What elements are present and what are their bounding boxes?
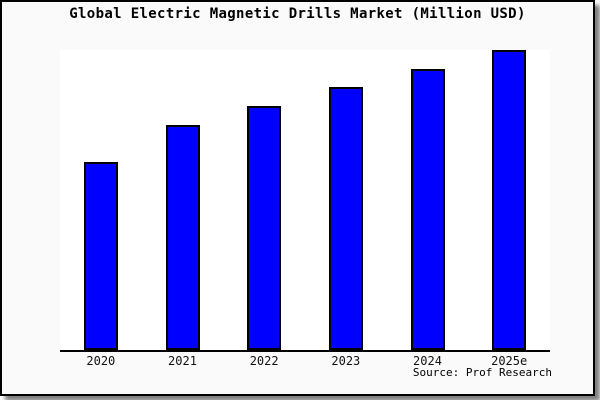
source-credit: Source: Prof Research — [412, 366, 552, 379]
bar-2023 — [328, 87, 363, 350]
x-tick-label-2025e: 2025e — [491, 354, 528, 368]
bar-2022 — [247, 106, 282, 350]
x-tick-label-2020: 2020 — [86, 354, 116, 368]
bar-2025e — [492, 50, 527, 350]
x-tick-label-2023: 2023 — [331, 354, 361, 368]
bar-2024 — [410, 69, 445, 350]
bar-2020 — [83, 162, 118, 350]
x-tick-label-2021: 2021 — [168, 354, 197, 368]
plot-area — [60, 50, 550, 352]
chart-title: Global Electric Magnetic Drills Market (… — [69, 6, 526, 22]
bar-2021 — [165, 125, 200, 350]
x-tick-label-2024: 2024 — [413, 354, 442, 368]
x-axis-labels: 2020 2021 2022 2023 2024 2025e — [2, 354, 593, 370]
x-tick-label-2022: 2022 — [249, 354, 279, 368]
